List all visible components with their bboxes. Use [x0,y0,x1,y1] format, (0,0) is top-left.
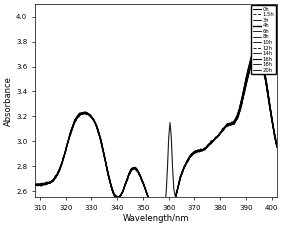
Y-axis label: Absorbance: Absorbance [4,76,13,126]
Legend: 0h, 1.5h, 3h, 4h, 6h, 8h, 10h, 12h, 14h, 16h, 18h, 20h: 0h, 1.5h, 3h, 4h, 6h, 8h, 10h, 12h, 14h,… [251,5,276,74]
X-axis label: Wavelength/nm: Wavelength/nm [123,214,189,223]
